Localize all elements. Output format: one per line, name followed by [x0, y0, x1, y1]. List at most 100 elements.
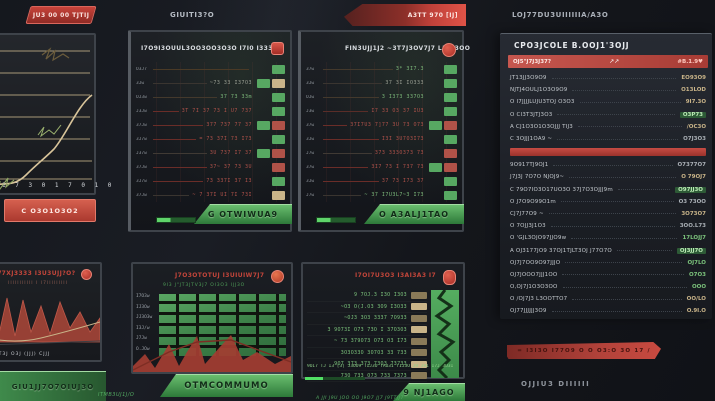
- table-row[interactable]: 37Jw 377 737 77 37: [133, 118, 288, 132]
- list-item[interactable]: O I7JJJJLUJU3TOJ O3O3 9I7.3O: [510, 96, 706, 108]
- list-item[interactable]: C 79O7IO3O17UO3O 37J7O3OJJJ9m O97JJ3O: [510, 184, 706, 196]
- confirm-button-a[interactable]: G OTWIWUA9: [194, 204, 292, 224]
- row-values: ~O3 O(J.O3 3O9 I3O33: [340, 303, 407, 310]
- status-chip: [429, 162, 442, 172]
- table-row[interactable]: 3Jw ~73 33 I37O3: [133, 76, 288, 90]
- alert-icon[interactable]: [442, 43, 456, 57]
- list-item[interactable]: O J7O9O99O1m O3 73OO: [510, 196, 706, 208]
- volume-panel-subtitle: IIIIIIIIIII I I7IIIIIIIII: [8, 281, 68, 286]
- footer-button-left[interactable]: GIU1JJ7O7OIUJ3O: [0, 371, 106, 401]
- table-row[interactable]: 3J7w 73 337I 37 I3: [133, 174, 288, 188]
- row-values: = 73 37I 73 I73: [199, 136, 252, 142]
- list-item[interactable]: O /OJ7J3 L3OOTTO7 OO/LO: [510, 293, 706, 305]
- table-row[interactable]: J7w 373 333O373 73: [303, 146, 460, 160]
- table-row[interactable]: 3Jw I3I 3U7O3I73: [303, 132, 460, 146]
- table-row[interactable]: J3w I7 33 O3 37 IU3: [303, 104, 460, 118]
- row-values: 3 I373 337O3: [381, 94, 424, 100]
- table-row[interactable]: ~OJ3 3O3 3337 7O933: [307, 313, 427, 325]
- list-item[interactable]: A CJ1O3O1O3OJJJ TIJ3 /OC3O: [510, 121, 706, 133]
- table-row[interactable]: 9O7 373 373 73O3 73733: [307, 359, 427, 371]
- header-menu-label[interactable]: GIUITI3?O: [170, 11, 215, 19]
- footer-button-right[interactable]: 9 NJ1AGO: [393, 383, 465, 401]
- table-row[interactable]: 73O 733 O73 733 7373: [307, 371, 427, 382]
- table-row[interactable]: 3 9O73I O73 73O I 37O3O3: [307, 325, 427, 336]
- list-item[interactable]: NJTJ4OULJ1O3O9O9 O13LOD: [510, 84, 706, 96]
- footer-button-middle[interactable]: OTMCOMMUMO: [160, 374, 293, 397]
- summary-title: I7OI7U3O3 I3AI3A3 I7: [355, 272, 437, 279]
- dotted-leader: [616, 250, 672, 252]
- table-row[interactable]: 37w 3I7 73 I 737 73: [303, 160, 460, 174]
- status-chip: [429, 93, 442, 102]
- list-item[interactable]: JT13JJ3O9O9 EO93O9: [510, 72, 706, 84]
- orders-panel-b-title: FIN3UJJ1J2 ~3T7J3OV7J7 L3O 3OO: [345, 45, 471, 52]
- dotted-leader: [551, 77, 677, 79]
- table-row[interactable]: OJ3w 37 73 33m: [133, 90, 288, 104]
- list-item[interactable]: OJ7J7OO9O97JJJO OJ7LO: [510, 257, 706, 269]
- sell-button[interactable]: C O3O1O3O2: [4, 199, 96, 222]
- list-item[interactable]: [510, 148, 706, 157]
- list-item[interactable]: J7J3J 7O7O NJOJ9~ O 79OJ7: [510, 171, 706, 183]
- list-item[interactable]: O 7OJJ3J1O3 3OO.L73: [510, 220, 706, 232]
- list-item[interactable]: OJ7JOOO7JJJ1OO O7O3: [510, 269, 706, 281]
- item-value: O.9I.O: [686, 308, 706, 315]
- record-icon[interactable]: [81, 269, 92, 280]
- selected-row-value: #B.1.9♥: [677, 58, 703, 65]
- table-row[interactable]: 3Jw 37 73 I73 37: [303, 174, 460, 188]
- table-row[interactable]: 9 7OJ.3 I3O I3O3: [307, 290, 427, 302]
- status-chip: [272, 162, 285, 172]
- table-row[interactable]: 3Jw 37 3I IO333: [303, 76, 460, 90]
- item-value: O97JJ3O: [675, 186, 706, 193]
- list-item[interactable]: OJ77JJJJJJ3O9 O.9I.O: [510, 305, 706, 317]
- header-ribbon-tab[interactable]: A3TT 970 [IJ]: [344, 4, 466, 26]
- dotted-leader: [569, 176, 677, 178]
- selected-row-label: OJ5"J7J3J37?: [513, 58, 552, 65]
- item-value: O13LOD: [681, 87, 706, 94]
- item-value: /OC3O: [686, 123, 706, 130]
- selected-row[interactable]: OJ5"J7J3J37? ↗↗ #B.1.9♥: [508, 55, 708, 68]
- list-item[interactable]: 9O917TJ9OJ1 O7377O7: [510, 159, 706, 171]
- item-label: A OJ3177JO9 37OJ1TJLT3OJ J77O7O: [510, 247, 612, 254]
- list-item[interactable]: O,OJ7J1O3O3OO OOO: [510, 281, 706, 293]
- record-icon[interactable]: [271, 270, 284, 283]
- table-row[interactable]: O3J7: [133, 62, 288, 76]
- item-label: CJ7J77O9 ~: [510, 210, 544, 217]
- table-row[interactable]: 37w 37I7U3 7]77 3U 73 O73: [303, 118, 460, 132]
- record-icon[interactable]: [443, 270, 456, 285]
- row-label: 3Jw: [136, 80, 145, 86]
- row-label: OJw: [306, 94, 315, 100]
- row-values: 37 73 33m: [220, 94, 252, 100]
- alert-icon[interactable]: [271, 42, 284, 55]
- orders-table-b: 37w 3* 3I7.3 3Jw 37 3I IO333 OJw: [303, 62, 460, 202]
- list-item[interactable]: C 3OJJJ1OA9 ~ O7J3O3: [510, 133, 706, 145]
- table-row[interactable]: 3O3O33O 3O7O3 33 733: [307, 348, 427, 359]
- alert-banner-button[interactable]: = I3I3O I77O9 O O O3:O 3O 17 /: [507, 342, 661, 359]
- list-item[interactable]: A OJ3177JO9 37OJ1TJLT3OJ J77O7O OJ3JJ7O: [510, 244, 706, 256]
- list-item[interactable]: O 'GJL3OJO97JJO9w 17LOJJ7: [510, 232, 706, 244]
- row-values: 3* 3I7.3: [395, 66, 424, 72]
- table-row[interactable]: J3Jw 3T 7I 37 73 I U7 737: [133, 104, 288, 118]
- status-chip: [444, 148, 457, 158]
- table-row[interactable]: ~ 73 379O73 O73 O3 I73: [307, 336, 427, 348]
- row-label: 37w: [306, 122, 315, 128]
- list-item[interactable]: O CI3T3JTJ3O3 O3P73: [510, 109, 706, 121]
- table-row[interactable]: 37Jw 37~ 37 73 3U: [133, 160, 288, 174]
- heatmap-subtitle: 9I3 J"JT3JTV3J7 OI3O3 IJJ3O: [163, 283, 246, 288]
- table-row[interactable]: OJw 3 I373 337O3: [303, 90, 460, 104]
- table-row[interactable]: ~O3 O(J.O3 3O9 I3O33: [307, 302, 427, 313]
- table-row[interactable]: J37w 3U 737 I7 37: [133, 146, 288, 160]
- confirm-button-b[interactable]: O A3ALJ1TAO: [364, 204, 464, 224]
- table-row[interactable]: 3J7w = 73 37I 73 I73: [133, 132, 288, 146]
- dotted-leader: [550, 225, 675, 227]
- status-chip: [429, 65, 442, 74]
- list-item[interactable]: CJ7J77O9 ~ 3O73O7: [510, 208, 706, 220]
- row-label: 3Jw: [306, 80, 315, 86]
- table-row[interactable]: 37Jw ~ 7 37I UI 7I 73I: [133, 188, 288, 202]
- watchlist-title: LOJ77DU3UIIIIIIA/A3O: [512, 11, 609, 19]
- dotted-leader: [572, 298, 682, 300]
- table-row[interactable]: J7w ~ 37 I7U3L7~3 I73: [303, 188, 460, 202]
- row-values: 73O 733 O73 733 7373: [340, 372, 407, 379]
- price-chart-panel: [0, 33, 96, 195]
- header-tab-left[interactable]: JU3 00 00 TJTIJ: [25, 6, 97, 24]
- dotted-leader: [562, 286, 687, 288]
- table-row[interactable]: 37w 3* 3I7.3: [303, 62, 460, 76]
